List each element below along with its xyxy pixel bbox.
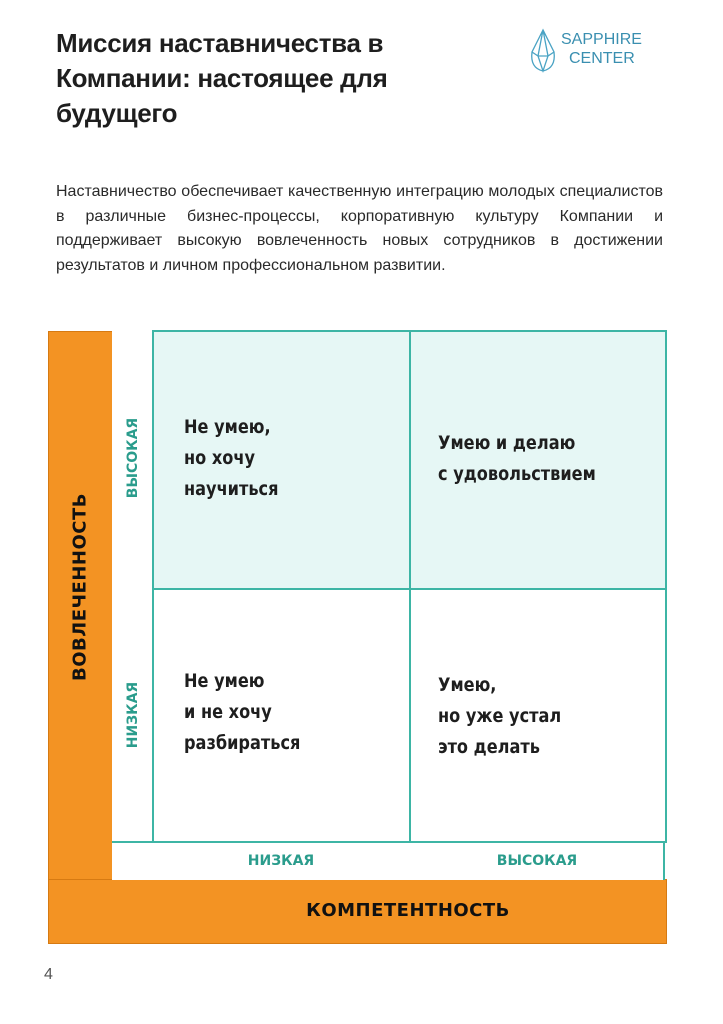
quadrant-top-left: Не умею, но хочу научиться <box>152 330 411 590</box>
quadrant-bottom-right: Умею, но уже устал это делать <box>409 588 667 843</box>
quadrant-text: Не умею, но хочу научиться <box>184 416 279 500</box>
y-level-strip <box>112 330 154 880</box>
quadrant-text: Не умею и не хочу разбираться <box>184 670 301 754</box>
x-level-strip <box>112 841 665 880</box>
x-axis-label: КОМПЕТЕНТНОСТЬ <box>306 900 510 921</box>
logo: SAPPHIRE CENTER <box>528 28 668 74</box>
x-high-label: ВЫСОКАЯ <box>496 853 578 869</box>
intro-paragraph: Наставничество обеспечивает качественную… <box>56 183 663 274</box>
quadrant-top-right: Умею и делаю с удовольствием <box>409 330 667 590</box>
sapphire-gem-icon <box>531 28 555 74</box>
y-low-label: НИЗКАЯ <box>125 681 141 749</box>
quadrant-text: Умею, но уже устал это делать <box>438 674 562 758</box>
page-number: 4 <box>44 966 53 983</box>
x-axis-bar <box>48 879 667 944</box>
y-high-label: ВЫСОКАЯ <box>125 417 141 499</box>
x-low-label: НИЗКАЯ <box>247 853 315 869</box>
quadrant-text: Умею и делаю с удовольствием <box>438 432 596 485</box>
quadrant-bottom-left: Не умею и не хочу разбираться <box>152 588 411 843</box>
logo-line1: SAPPHIRE <box>561 31 642 48</box>
y-axis-bar <box>48 331 114 944</box>
y-axis-label: ВОВЛЕЧЕННОСТЬ <box>69 493 91 681</box>
page-title: Миссия наставничества в Компании: настоя… <box>56 28 388 128</box>
logo-line2: CENTER <box>569 50 635 67</box>
